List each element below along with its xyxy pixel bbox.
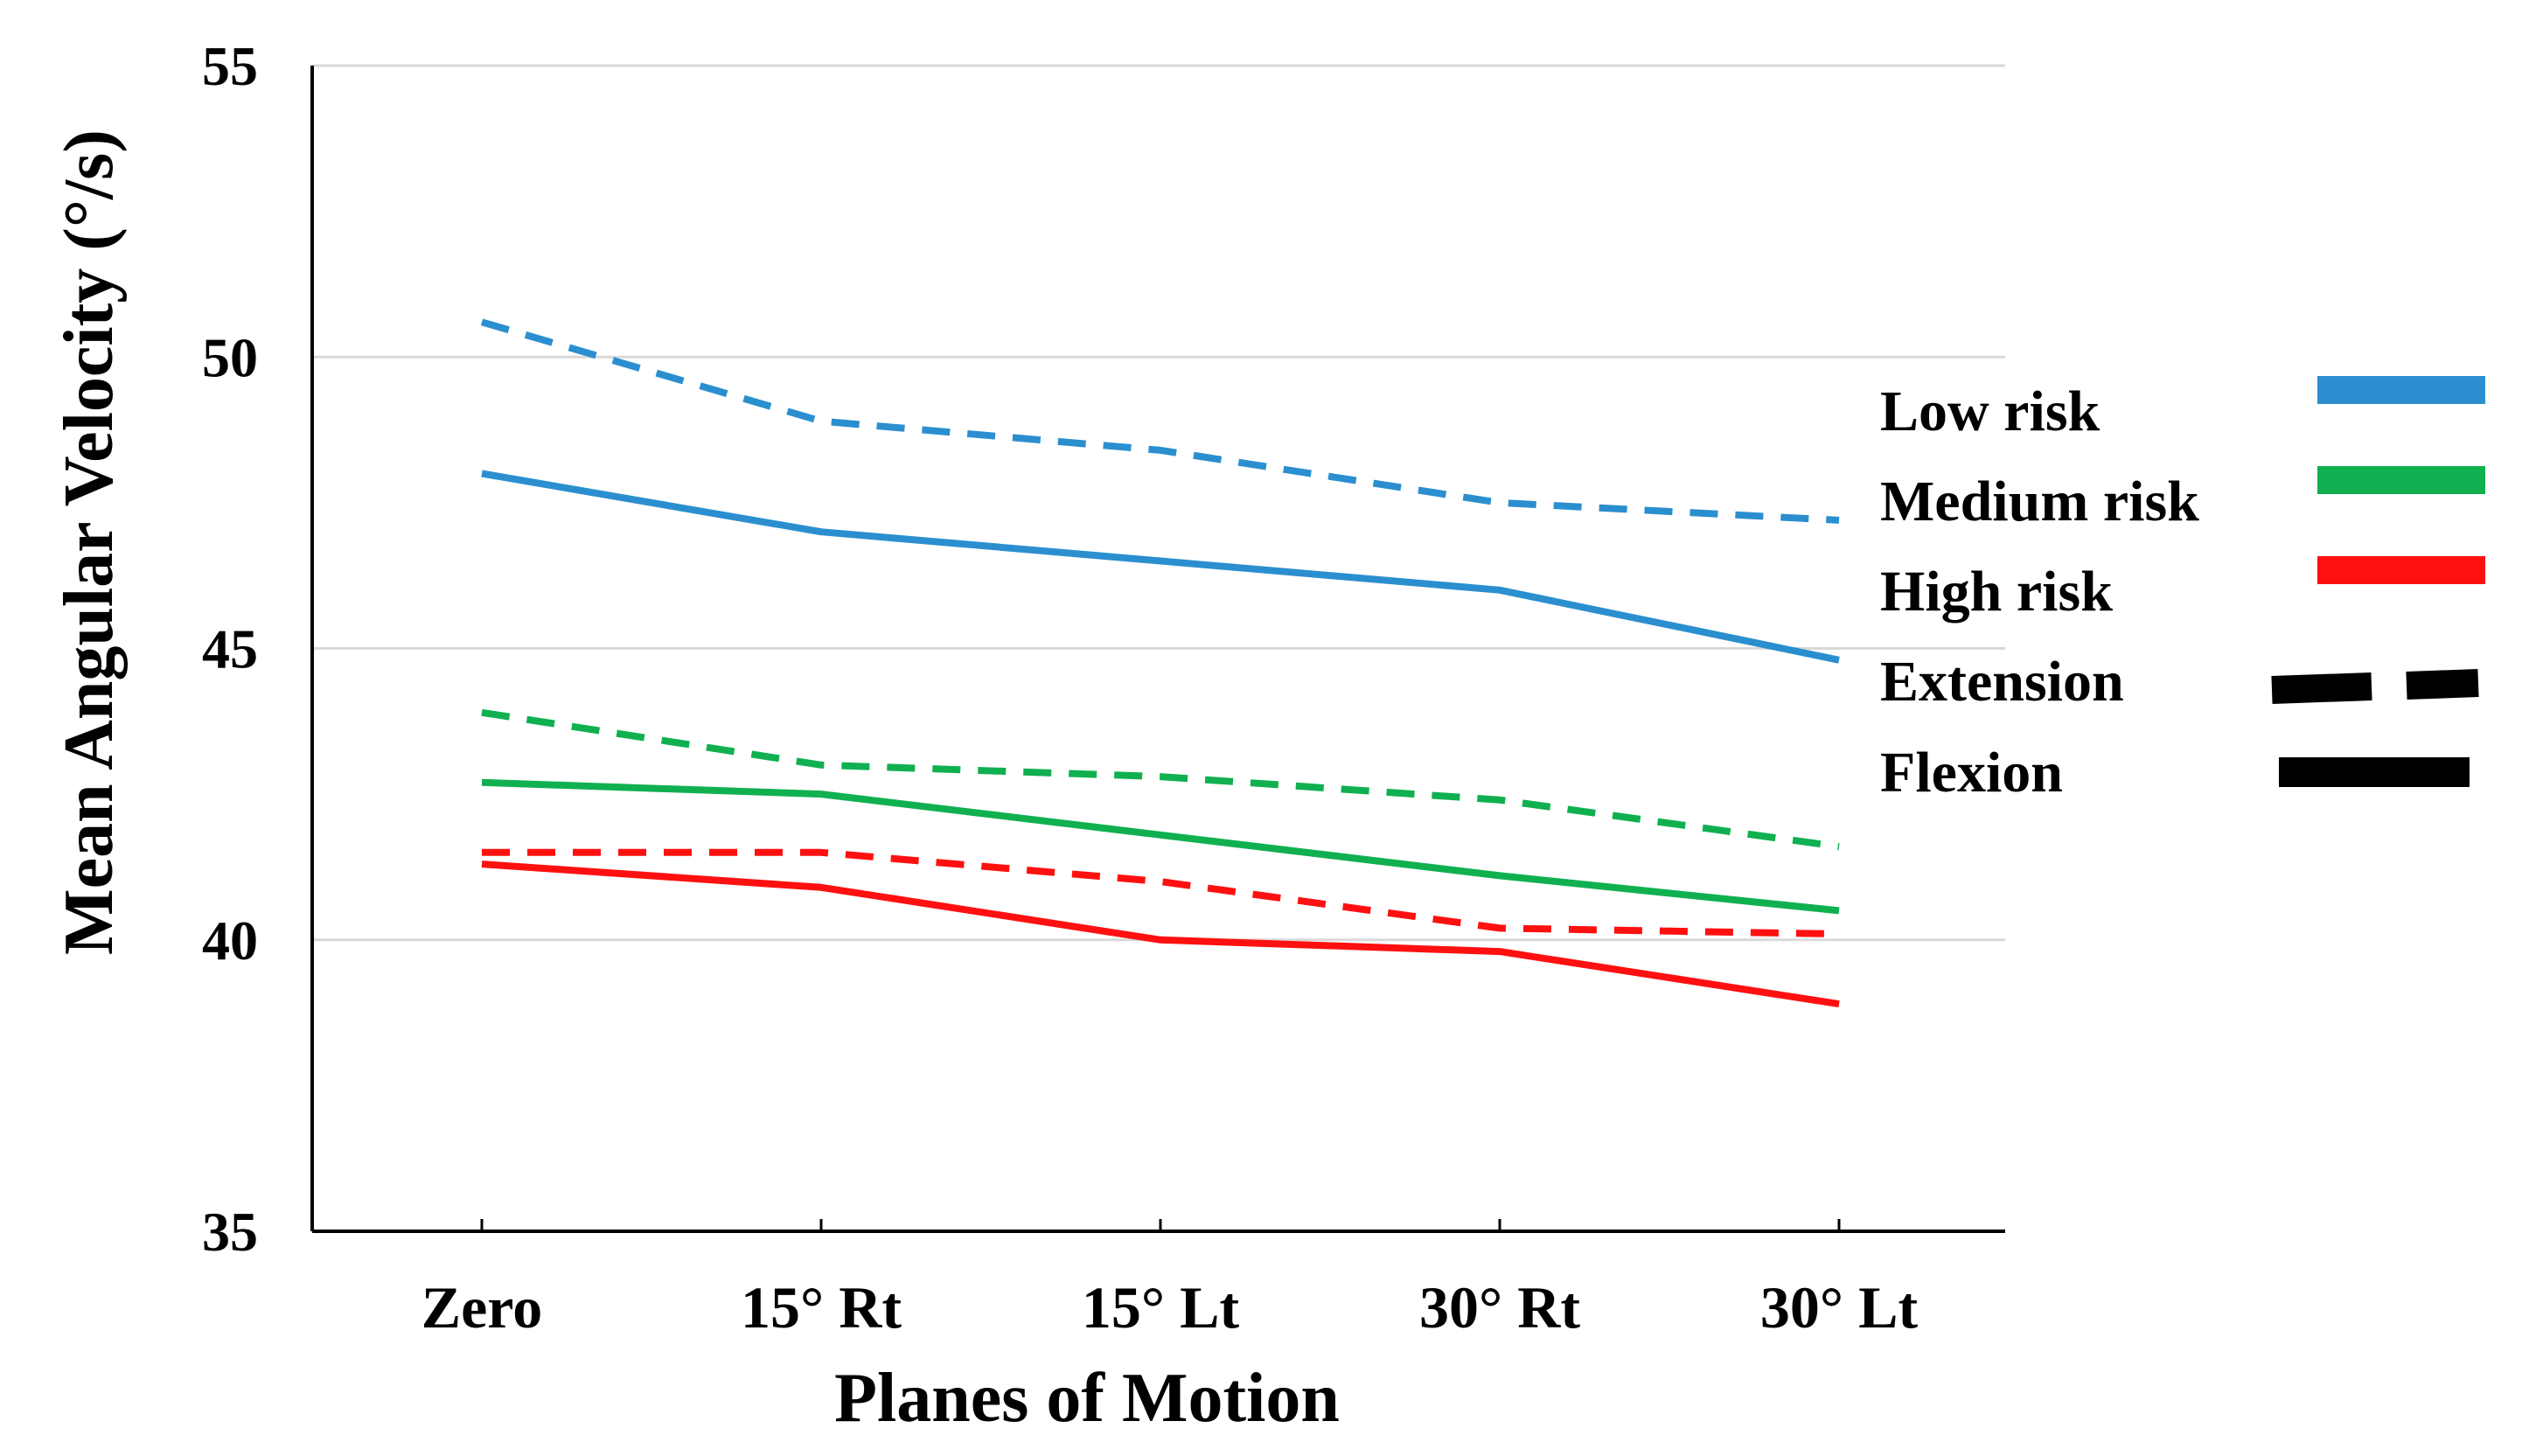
series-line-medium-risk-flexion <box>481 778 1840 915</box>
x-tick-label: 15° Lt <box>1082 1274 1240 1341</box>
legend-label: Extension <box>1880 650 2124 714</box>
legend-label: High risk <box>1880 560 2113 624</box>
y-tick-label: 50 <box>202 326 258 388</box>
x-tick-marks <box>480 1219 1841 1231</box>
y-tick-label: 55 <box>202 35 258 97</box>
y-tick-label: 45 <box>202 618 258 680</box>
legend-swatch-extension <box>2271 672 2372 704</box>
y-tick-label: 40 <box>202 909 258 972</box>
x-axis-title: Planes of Motion <box>834 1360 1340 1437</box>
series-line-high-risk-flexion <box>481 860 1840 1008</box>
x-tick-label: 15° Rt <box>741 1274 902 1341</box>
y-tick-label: 35 <box>202 1201 258 1263</box>
legend-label: Medium risk <box>1880 470 2199 533</box>
series-line-medium-risk-extension <box>481 708 1840 851</box>
legend-label: Low risk <box>1880 380 2101 443</box>
series-line-low-risk-flexion <box>481 470 1840 664</box>
series-line-high-risk-extension <box>482 848 1840 938</box>
gridlines <box>312 64 2005 942</box>
series-line-low-risk-extension <box>480 318 1840 524</box>
x-tick-label: 30° Rt <box>1419 1274 1580 1341</box>
legend-swatch-extension-2 <box>2406 669 2479 700</box>
x-tick-labels: Zero 15° Rt 15° Lt 30° Rt 30° Lt <box>421 1274 1919 1341</box>
axes <box>310 66 2005 1233</box>
legend: Low risk Medium risk High risk Extension Fle… <box>1880 376 2485 805</box>
series-lines <box>480 318 1840 1008</box>
y-axis-title: Mean Angular Velocity (°/s) <box>51 129 128 955</box>
x-tick-label: 30° Lt <box>1760 1274 1919 1341</box>
legend-label: Flexion <box>1880 741 2063 805</box>
x-tick-label: Zero <box>421 1274 543 1341</box>
y-tick-labels: 35 40 45 50 55 <box>202 35 258 1263</box>
